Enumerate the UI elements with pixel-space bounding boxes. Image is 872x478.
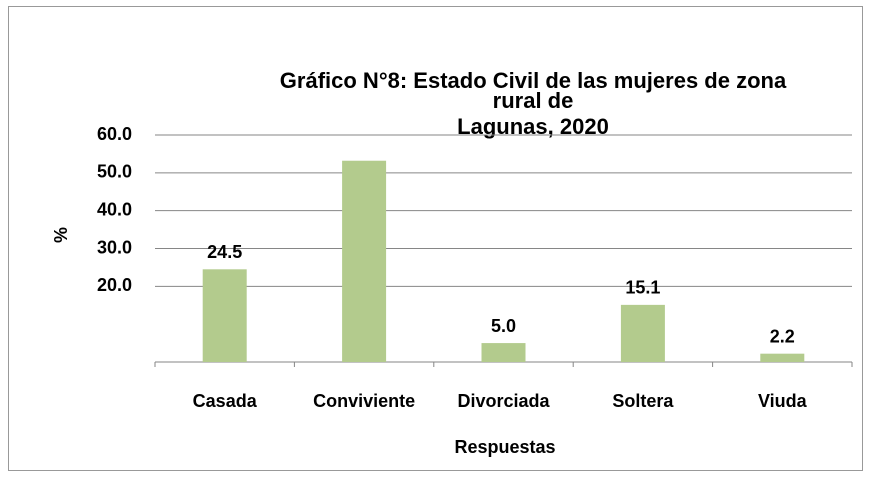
value-label: 24.5 [207, 242, 242, 262]
x-tick-label: Viuda [758, 391, 808, 411]
bar [760, 353, 805, 362]
x-tick-label: Conviviente [313, 391, 415, 411]
y-tick-label: 20.0 [97, 275, 132, 295]
bar [202, 269, 247, 362]
x-tick-label: Soltera [612, 391, 674, 411]
bar [481, 343, 526, 362]
value-label: 2.2 [770, 326, 795, 346]
y-tick-label: 40.0 [97, 199, 132, 219]
y-tick-label: 60.0 [97, 124, 132, 144]
y-axis-title: % [51, 227, 71, 243]
x-tick-label: Casada [193, 391, 258, 411]
y-tick-label: 50.0 [97, 162, 132, 182]
chart-title: rural de [493, 88, 574, 113]
value-label: 5.0 [491, 316, 516, 336]
chart-title: Gráfico N°8: Estado Civil de las mujeres… [280, 68, 787, 93]
bar [342, 160, 387, 362]
bar [620, 304, 665, 362]
chart-border [8, 6, 863, 471]
x-tick-label: Divorciada [457, 391, 550, 411]
x-axis-title: Respuestas [454, 437, 555, 457]
y-tick-label: 30.0 [97, 237, 132, 257]
value-label: 15.1 [625, 278, 660, 298]
